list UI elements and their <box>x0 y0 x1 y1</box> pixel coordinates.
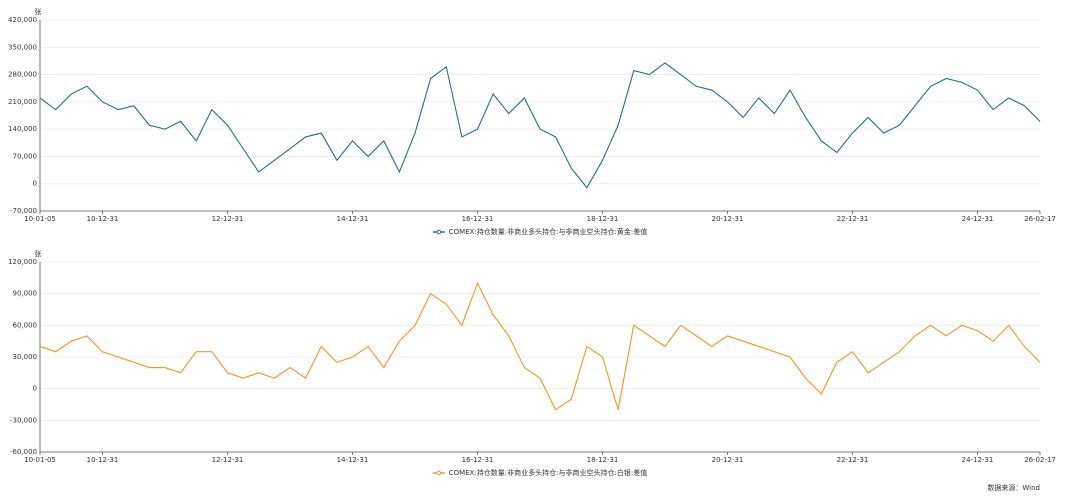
x-tick-label: 24-12-31 <box>962 215 994 223</box>
y-tick-label: -70,000 <box>10 207 37 215</box>
x-tick-label: 12-12-31 <box>212 456 244 464</box>
x-tick-label: 14-12-31 <box>337 215 369 223</box>
y-unit: 张 <box>35 7 42 16</box>
x-tick-label: 24-12-31 <box>962 456 994 464</box>
x-tick-label: 12-12-31 <box>212 215 244 223</box>
source-note: 数据来源：Wind <box>987 483 1040 492</box>
y-tick-label: 90,000 <box>13 290 38 298</box>
y-tick-label: 70,000 <box>13 152 38 160</box>
data-line <box>39 281 1041 411</box>
y-unit: 张 <box>35 249 42 258</box>
x-tick-label: 26-02-17 <box>1024 456 1056 464</box>
y-tick-label: 140,000 <box>8 125 37 133</box>
y-tick-label: 350,000 <box>8 43 37 51</box>
x-tick-label: 18-12-31 <box>587 215 619 223</box>
x-tick-label: 26-02-17 <box>1024 215 1056 223</box>
y-tick-label: 60,000 <box>13 321 38 329</box>
x-tick-label: 10-01-05 <box>24 456 56 464</box>
x-tick-label: 14-12-31 <box>337 456 369 464</box>
x-tick-label: 10-01-05 <box>24 215 56 223</box>
y-tick-label: 420,000 <box>8 16 37 24</box>
legend-marker <box>436 470 442 476</box>
y-tick-label: -60,000 <box>10 448 37 456</box>
y-tick-label: 210,000 <box>8 98 37 106</box>
data-line <box>39 62 1041 189</box>
y-tick-label: 120,000 <box>8 258 37 266</box>
legend-label: COMEX:持仓数量:非商业多头持仓:与非商业空头持仓:白银:差值 <box>449 468 647 477</box>
y-tick-label: 0 <box>33 180 37 188</box>
x-tick-label: 18-12-31 <box>587 456 619 464</box>
y-tick-label: 280,000 <box>8 71 37 79</box>
y-tick-label: -30,000 <box>10 416 37 424</box>
y-tick-label: 30,000 <box>13 353 38 361</box>
x-tick-label: 22-12-31 <box>837 215 869 223</box>
x-tick-label: 20-12-31 <box>712 456 744 464</box>
legend-label: COMEX:持仓数量:非商业多头持仓:与非商业空头持仓:黄金:差值 <box>449 227 647 236</box>
x-tick-label: 20-12-31 <box>712 215 744 223</box>
x-tick-label: 16-12-31 <box>462 215 494 223</box>
x-tick-label: 16-12-31 <box>462 456 494 464</box>
y-tick-label: 0 <box>33 385 37 393</box>
legend-marker <box>436 229 442 235</box>
x-tick-label: 22-12-31 <box>837 456 869 464</box>
x-tick-label: 10-12-31 <box>87 456 119 464</box>
x-tick-label: 10-12-31 <box>87 215 119 223</box>
